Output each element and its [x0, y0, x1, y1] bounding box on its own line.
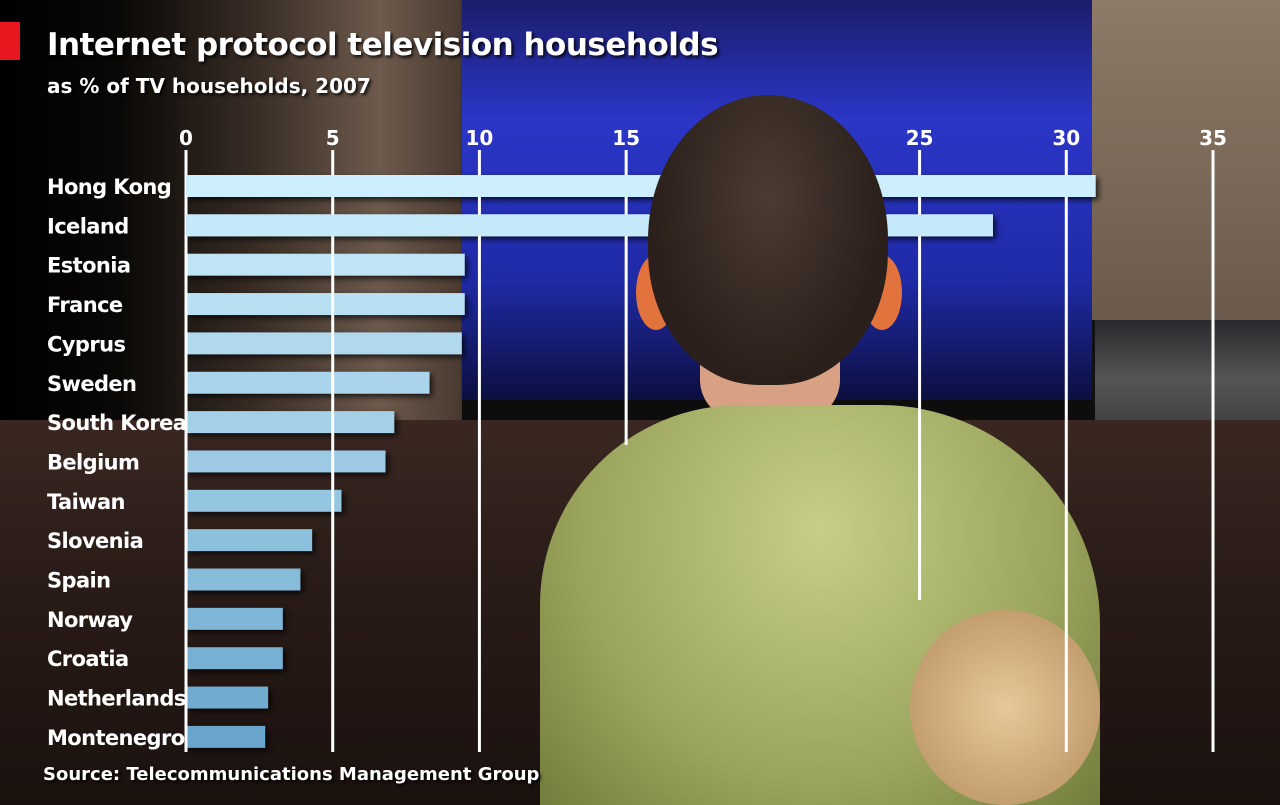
- x-tick-label: 10: [466, 126, 494, 150]
- bar-taiwan: [186, 489, 342, 512]
- x-tick-label: 15: [612, 126, 640, 150]
- x-tick-label: 25: [906, 126, 934, 150]
- category-label: Hong Kong: [47, 175, 171, 199]
- accent-bar: [0, 22, 20, 60]
- category-label: Taiwan: [47, 490, 125, 514]
- bar-croatia: [186, 647, 283, 670]
- bar-slovenia: [186, 529, 313, 552]
- category-label: Iceland: [47, 214, 129, 238]
- bar-south-korea: [186, 411, 395, 434]
- photo-boy-head: [648, 95, 888, 385]
- bar-overlay-left: [186, 214, 648, 237]
- category-label: France: [47, 293, 123, 317]
- x-tick-label: 0: [179, 126, 193, 150]
- bar-montenegro: [186, 725, 266, 748]
- background-wall: [1092, 0, 1280, 320]
- chart-subtitle: as % of TV households, 2007: [47, 74, 371, 98]
- category-label: Estonia: [47, 254, 130, 278]
- x-tick-label: 5: [326, 126, 340, 150]
- category-label: Spain: [47, 569, 110, 593]
- bar-sweden: [186, 371, 430, 394]
- bar-overlay-right: [888, 214, 993, 237]
- category-label: South Korea: [47, 411, 186, 435]
- x-tick-label: 35: [1199, 126, 1227, 150]
- chart-source: Source: Telecommunications Management Gr…: [43, 764, 540, 785]
- category-label: Belgium: [47, 450, 139, 474]
- bar-belgium: [186, 450, 386, 473]
- bar-netherlands: [186, 686, 269, 709]
- bar-norway: [186, 607, 283, 630]
- bar-spain: [186, 568, 301, 591]
- bar-cyprus: [186, 332, 462, 355]
- bar-overlay-left: [186, 175, 648, 197]
- category-label: Sweden: [47, 372, 136, 396]
- category-label: Slovenia: [47, 529, 143, 553]
- category-label: Croatia: [47, 647, 129, 671]
- chart-title: Internet protocol television households: [47, 27, 719, 63]
- bar-france: [186, 293, 465, 316]
- category-label: Montenegro: [47, 726, 185, 750]
- category-label: Netherlands: [47, 687, 186, 711]
- bar-estonia: [186, 253, 465, 276]
- category-label: Norway: [47, 608, 133, 632]
- x-tick-label: 30: [1052, 126, 1080, 150]
- category-label: Cyprus: [47, 332, 125, 356]
- photo-teddy-bear: [910, 610, 1100, 805]
- bar-overlay-right: [888, 175, 1096, 197]
